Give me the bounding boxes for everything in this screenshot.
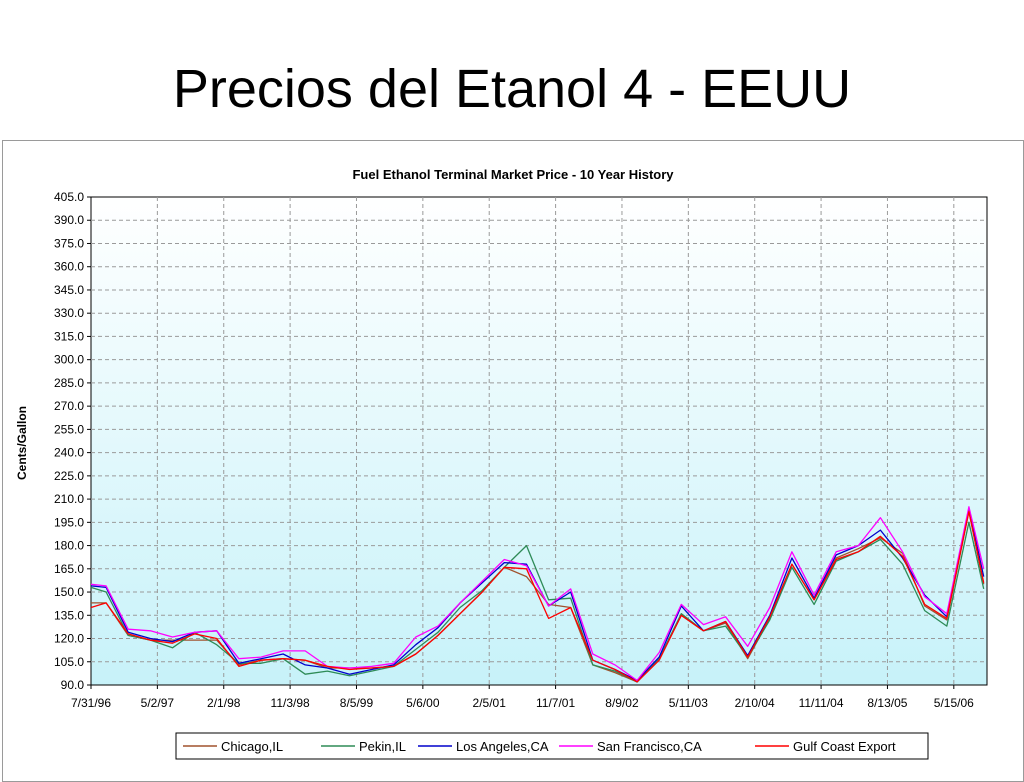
- x-tick-label: 5/15/06: [934, 696, 974, 710]
- y-tick-label: 240.0: [54, 446, 84, 460]
- y-tick-label: 120.0: [54, 632, 84, 646]
- x-tick-label: 5/6/00: [406, 696, 440, 710]
- y-tick-labels: 405.0 390.0 375.0 360.0 345.0 330.0 315.0 300.0…: [54, 190, 91, 692]
- x-tick-labels: 7/31/96 5/2/97 2/1/98 11/3/98 8/5/99 5/6/00 2/…: [71, 685, 974, 710]
- x-tick-label: 8/13/05: [867, 696, 907, 710]
- x-tick-label: 5/11/03: [669, 696, 708, 710]
- legend-label: San Francisco,CA: [597, 739, 702, 754]
- y-tick-label: 210.0: [54, 492, 84, 506]
- y-tick-label: 195.0: [54, 515, 84, 529]
- y-tick-label: 345.0: [54, 283, 84, 297]
- y-axis-label: Cents/Gallon: [15, 406, 29, 480]
- y-tick-label: 225.0: [54, 469, 84, 483]
- x-tick-label: 8/9/02: [605, 696, 639, 710]
- y-tick-label: 390.0: [54, 213, 84, 227]
- ethanol-price-chart: Fuel Ethanol Terminal Market Price - 10 …: [15, 167, 988, 760]
- legend: Chicago,IL Pekin,IL Los Angeles,CA San Fran…: [183, 739, 896, 754]
- y-tick-label: 300.0: [54, 353, 84, 367]
- series-line-gulf-coast-export: [90, 510, 985, 683]
- y-tick-label: 270.0: [54, 399, 84, 413]
- chart-frame: Fuel Ethanol Terminal Market Price - 10 …: [2, 140, 1024, 782]
- x-tick-label: 11/7/01: [536, 696, 575, 710]
- x-tick-label: 2/5/01: [473, 696, 507, 710]
- series-lines: [90, 506, 985, 683]
- x-tick-label: 2/10/04: [735, 696, 775, 710]
- x-tick-label: 5/2/97: [141, 696, 175, 710]
- y-tick-label: 135.0: [54, 608, 84, 622]
- legend-label: Gulf Coast Export: [793, 739, 896, 754]
- y-tick-label: 285.0: [54, 376, 84, 390]
- y-tick-label: 165.0: [54, 562, 84, 576]
- legend-box: [175, 732, 929, 760]
- y-tick-label: 315.0: [54, 329, 84, 343]
- series-line-pekin-il: [90, 521, 985, 683]
- y-tick-label: 90.0: [61, 678, 85, 692]
- y-tick-label: 180.0: [54, 539, 84, 553]
- plot-area: [90, 196, 988, 686]
- y-tick-label: 105.0: [54, 655, 84, 669]
- chart-title: Fuel Ethanol Terminal Market Price - 10 …: [352, 167, 674, 182]
- y-tick-label: 150.0: [54, 585, 84, 599]
- legend-label: Los Angeles,CA: [456, 739, 549, 754]
- y-tick-label: 330.0: [54, 306, 84, 320]
- x-tick-label: 8/5/99: [340, 696, 374, 710]
- y-tick-label: 375.0: [54, 236, 84, 250]
- legend-label: Pekin,IL: [359, 739, 406, 754]
- series-line-san-francisco-ca: [90, 506, 985, 682]
- y-tick-label: 405.0: [54, 190, 84, 204]
- y-tick-label: 255.0: [54, 422, 84, 436]
- slide-title: Precios del Etanol 4 - EEUU: [172, 59, 852, 119]
- x-tick-label: 2/1/98: [207, 696, 241, 710]
- y-tick-label: 360.0: [54, 260, 84, 274]
- x-tick-label: 11/3/98: [271, 696, 310, 710]
- legend-label: Chicago,IL: [221, 739, 283, 754]
- x-tick-label: 11/11/04: [799, 696, 844, 710]
- x-tick-label: 7/31/96: [71, 696, 111, 710]
